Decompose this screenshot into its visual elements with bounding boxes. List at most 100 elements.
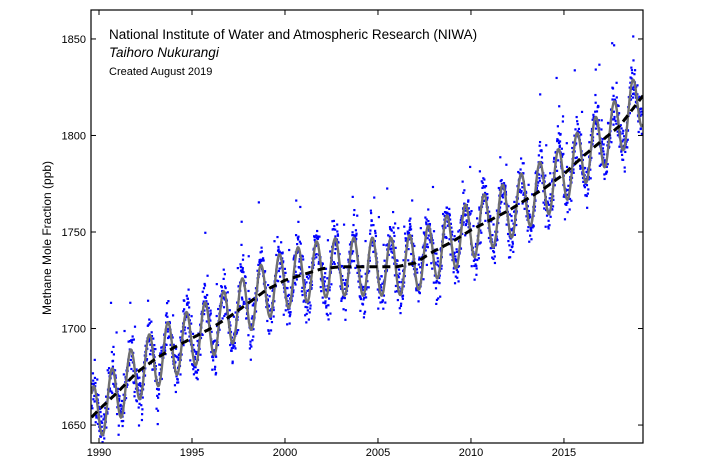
measurement-point (289, 286, 293, 289)
measurement-point (449, 253, 452, 256)
measurement-point (159, 352, 162, 355)
measurement-point (94, 421, 97, 424)
measurement-point (95, 416, 98, 419)
measurement-point (91, 404, 93, 407)
measurement-point (343, 297, 346, 300)
measurement-point (558, 105, 561, 108)
measurement-point (424, 245, 428, 248)
measurement-point (445, 206, 448, 209)
measurement-point (211, 368, 214, 371)
measurement-point (417, 258, 421, 261)
measurement-point (348, 250, 351, 253)
measurement-point (494, 243, 497, 246)
measurement-point (150, 334, 154, 338)
measurement-point (135, 373, 138, 376)
measurement-point (214, 365, 217, 368)
measurement-point (112, 382, 115, 385)
measurement-point (483, 191, 487, 195)
measurement-point (146, 299, 150, 302)
measurement-point (492, 257, 495, 261)
measurement-point (177, 358, 180, 361)
measurement-point (306, 289, 309, 292)
measurement-point (613, 98, 617, 101)
measurement-point (277, 248, 280, 251)
measurement-point (611, 87, 615, 90)
measurement-point (612, 118, 615, 121)
measurement-point (308, 265, 311, 269)
measurement-point (483, 186, 486, 189)
measurement-point (398, 286, 401, 289)
measurement-point (99, 410, 102, 414)
measurement-point (492, 249, 495, 253)
measurement-point (594, 68, 597, 71)
measurement-point (229, 324, 232, 327)
measurement-point (104, 406, 107, 410)
measurement-point (626, 138, 629, 141)
measurement-point (266, 299, 270, 302)
measurement-point (188, 335, 191, 338)
measurement-point (473, 278, 476, 281)
measurement-point (250, 317, 253, 320)
measurement-point (558, 140, 562, 143)
measurement-point (101, 421, 104, 424)
measurement-point (436, 260, 440, 263)
measurement-point (252, 302, 255, 305)
measurement-point (575, 142, 578, 145)
measurement-point (632, 88, 636, 91)
measurement-point (297, 235, 300, 238)
measurement-point (527, 226, 530, 229)
measurement-point (342, 278, 345, 282)
measurement-point (432, 230, 436, 233)
measurement-point (565, 203, 568, 206)
measurement-point (592, 115, 596, 119)
measurement-point (182, 310, 185, 313)
measurement-point (489, 214, 492, 218)
measurement-point (623, 135, 626, 138)
measurement-point (336, 223, 339, 226)
measurement-point (171, 336, 174, 339)
measurement-point (435, 298, 439, 301)
measurement-point (351, 250, 355, 253)
measurement-point (579, 166, 582, 169)
measurement-point (480, 231, 483, 234)
measurement-point (202, 287, 206, 290)
measurement-point (528, 240, 531, 243)
measurement-point (583, 186, 587, 189)
measurement-point (355, 232, 358, 235)
measurement-point (172, 343, 175, 346)
measurement-point (398, 272, 401, 275)
measurement-point (396, 259, 399, 262)
measurement-point (269, 317, 273, 320)
measurement-point (601, 137, 604, 141)
measurement-point (229, 343, 232, 347)
measurement-point (152, 337, 155, 340)
measurement-point (603, 159, 606, 162)
measurement-point (108, 387, 112, 390)
measurement-point (523, 207, 526, 210)
measurement-point (377, 296, 381, 299)
measurement-point (435, 252, 438, 255)
measurement-point (459, 218, 462, 222)
measurement-point (505, 223, 508, 226)
measurement-point (233, 341, 236, 345)
measurement-point (434, 261, 437, 264)
measurement-point (397, 268, 401, 271)
measurement-point (612, 94, 615, 97)
measurement-point (529, 234, 532, 237)
measurement-point (548, 197, 551, 200)
measurement-point (204, 296, 207, 299)
measurement-point (521, 186, 524, 189)
measurement-point (544, 174, 547, 177)
measurement-point (284, 271, 287, 275)
measurement-point (176, 378, 179, 381)
measurement-point (394, 246, 397, 249)
measurement-point (464, 209, 467, 212)
measurement-point (639, 114, 642, 118)
measurement-point (319, 277, 323, 280)
measurement-point (116, 387, 120, 390)
measurement-point (596, 132, 599, 136)
measurement-point (621, 140, 624, 143)
measurement-point (467, 199, 470, 202)
measurement-point (287, 308, 290, 311)
measurement-point (223, 273, 226, 276)
